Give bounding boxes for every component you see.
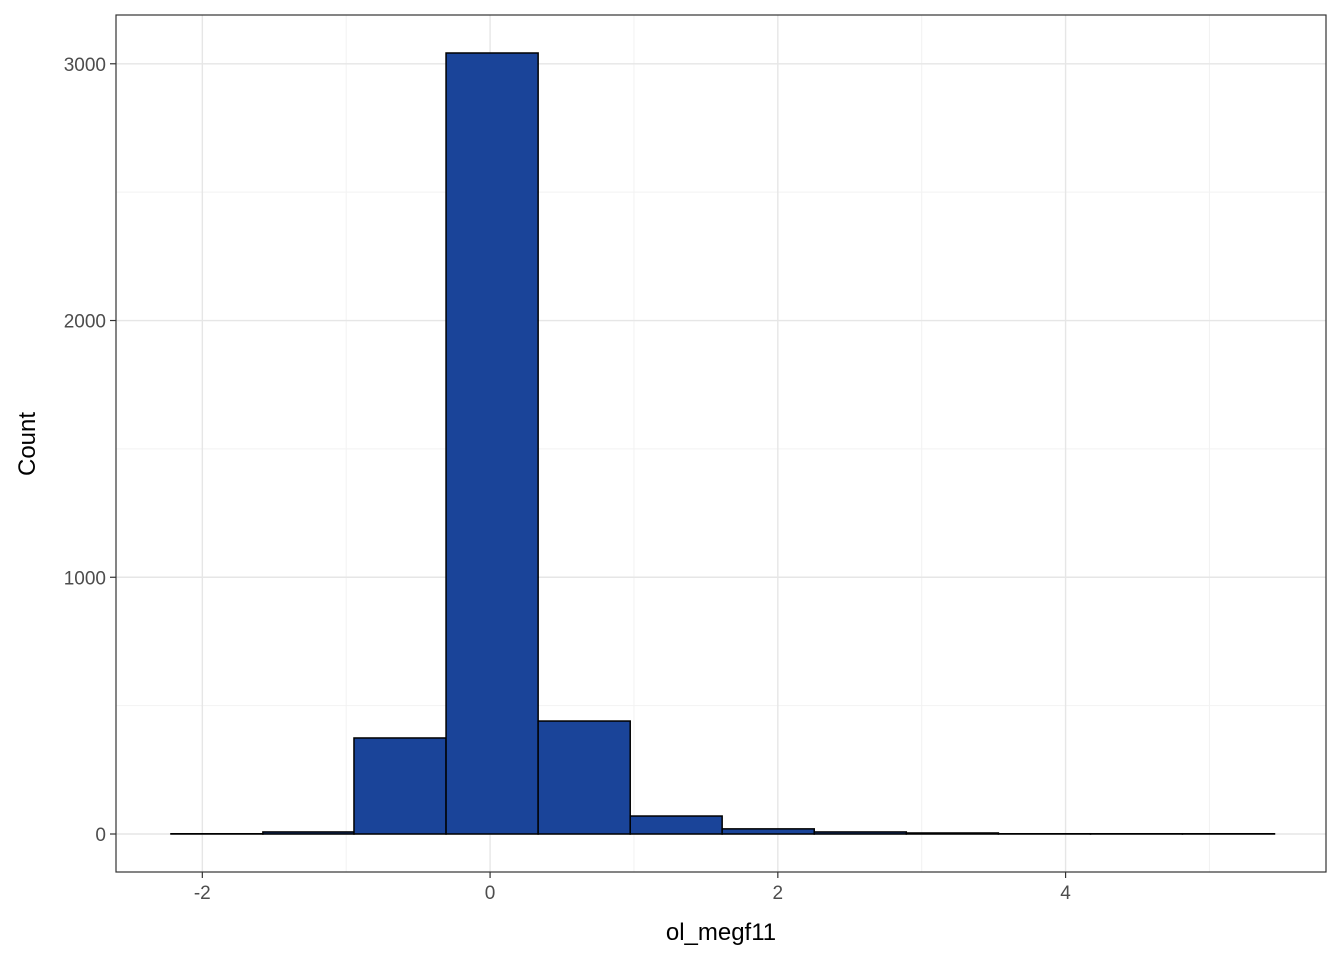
bar: [629, 815, 723, 835]
y-tick-label: 1000: [64, 568, 106, 589]
x-tick-label: 0: [485, 883, 496, 904]
axes: -2 0 2 4 0 1000 2000 3000: [64, 55, 1072, 904]
panel-border: [115, 14, 1327, 873]
x-axis-title: ol_megf11: [666, 919, 776, 946]
bar: [905, 832, 1000, 835]
y-tick-label: 3000: [64, 55, 106, 76]
x-tick-label: -2: [194, 883, 211, 904]
y-tick-label: 0: [95, 825, 106, 846]
bar: [353, 737, 447, 835]
bars: [170, 52, 1276, 835]
x-tick-label: 4: [1060, 883, 1071, 904]
bar: [445, 52, 539, 835]
bar: [262, 831, 355, 835]
bar: [813, 831, 908, 835]
y-axis-title: Count: [14, 412, 41, 476]
bar: [537, 720, 631, 835]
bar: [721, 828, 815, 835]
y-tick-label: 2000: [64, 312, 106, 333]
x-tick-label: 2: [773, 883, 784, 904]
